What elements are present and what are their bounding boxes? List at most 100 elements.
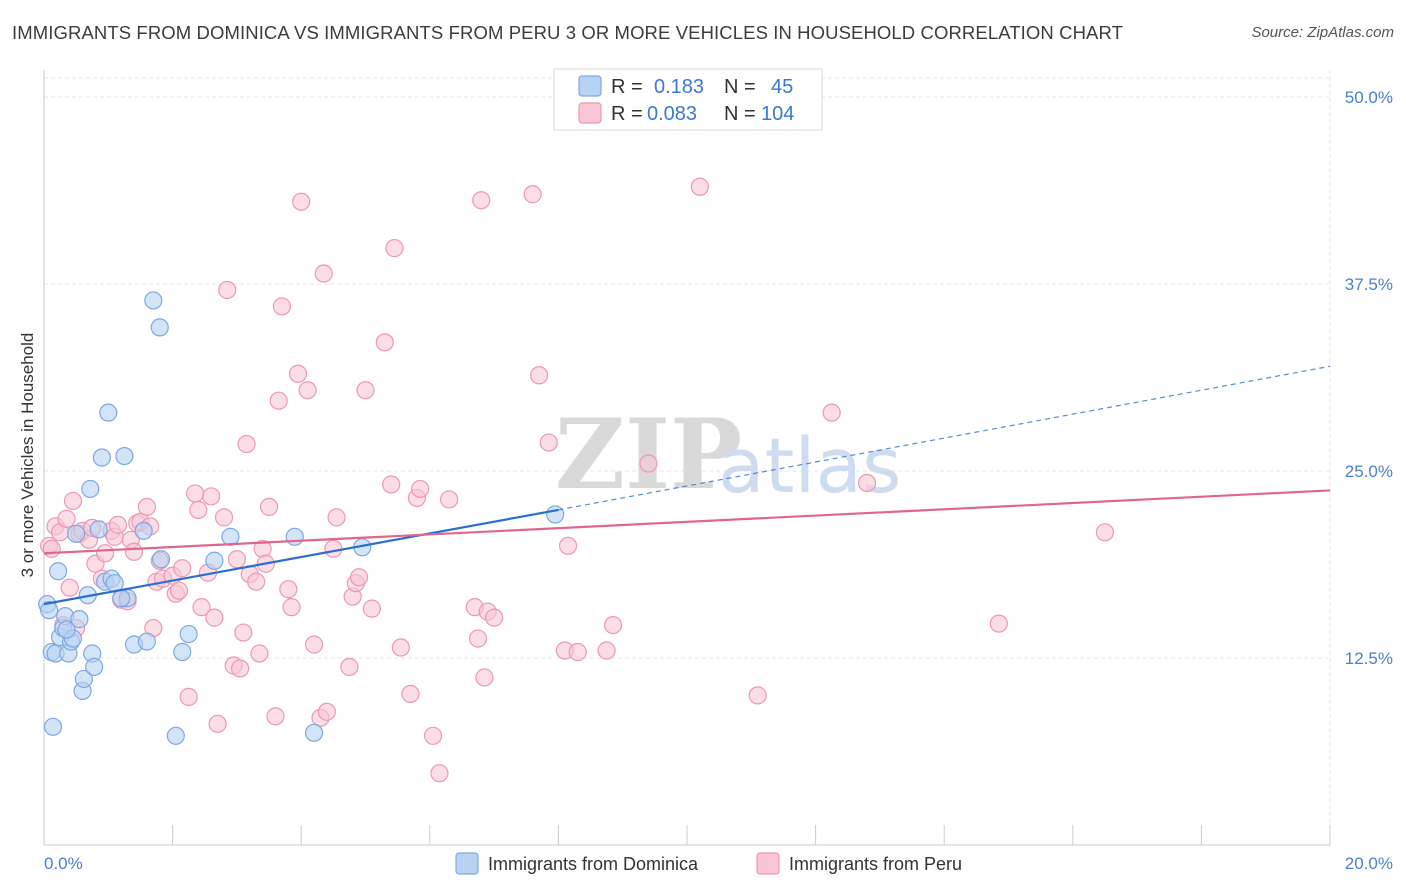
dominica-point-43 <box>57 620 76 639</box>
peru-point-98 <box>597 641 616 660</box>
dominica-trend-extension <box>558 365 1331 511</box>
dominica-point-35 <box>173 642 192 662</box>
peru-trend-line <box>43 489 1331 555</box>
peru-point-105 <box>989 614 1008 633</box>
chart-title: IMMIGRANTS FROM DOMINICA VS IMMIGRANTS F… <box>12 22 1123 43</box>
dominica-point-15 <box>74 669 93 689</box>
peru-point-102 <box>748 686 767 705</box>
dominica-point-17 <box>81 479 100 499</box>
legend: R = 0.183 N = 45 R = 0.083 N = 104 <box>553 68 823 131</box>
peru-point-96 <box>558 536 578 555</box>
peru-point-64 <box>304 635 324 654</box>
peru-point-101 <box>690 177 709 196</box>
peru-point-91 <box>485 608 504 627</box>
legend-swatch-dominica <box>578 75 602 97</box>
peru-point-69 <box>327 508 346 527</box>
peru-point-94 <box>539 433 558 452</box>
series-peru-points <box>40 177 1115 783</box>
dominica-point-26 <box>115 446 134 466</box>
peru-point-87 <box>468 629 488 648</box>
peru-point-47 <box>231 659 250 678</box>
peru-point-70 <box>340 657 359 677</box>
peru-point-68 <box>324 539 343 558</box>
watermark: ZIP atlas <box>555 398 902 511</box>
peru-point-62 <box>292 192 311 211</box>
dominica-point-40 <box>304 723 324 742</box>
peru-point-85 <box>439 490 459 509</box>
peru-point-33 <box>169 581 189 600</box>
peru-point-100 <box>639 454 658 473</box>
peru-point-59 <box>279 580 298 599</box>
y-tick-label-2: 37.5% <box>1345 275 1393 294</box>
peru-point-15 <box>95 544 115 563</box>
peru-point-35 <box>179 687 198 706</box>
peru-point-78 <box>385 238 404 258</box>
dominica-point-42 <box>546 505 565 524</box>
dominica-point-32 <box>150 318 169 337</box>
legend-r-label-dominica: R = <box>611 76 643 98</box>
peru-point-6 <box>60 578 79 597</box>
legend-n-value-dominica: 45 <box>771 76 793 98</box>
peru-point-25 <box>137 497 156 517</box>
legend-n-label-peru: N = <box>724 103 756 125</box>
peru-point-88 <box>472 191 491 210</box>
peru-point-42 <box>208 714 227 733</box>
y-tick-labels: 12.5% 25.0% 37.5% 50.0% <box>1345 88 1393 668</box>
peru-point-43 <box>214 508 234 527</box>
peru-point-1 <box>42 539 61 558</box>
peru-point-52 <box>250 644 269 663</box>
peru-point-51 <box>247 572 266 591</box>
peru-point-66 <box>314 264 333 283</box>
x-tick-label-0: 0.0% <box>44 854 83 873</box>
peru-point-7 <box>63 491 83 511</box>
peru-point-106 <box>1095 523 1115 542</box>
legend-r-value-peru: 0.083 <box>647 103 697 125</box>
series-dominica-points <box>38 291 565 745</box>
peru-point-80 <box>401 684 420 704</box>
dominica-point-19 <box>85 657 104 677</box>
source-label: Source: ZipAtlas.com <box>1251 24 1394 41</box>
peru-point-79 <box>391 638 410 657</box>
watermark-atlas: atlas <box>718 421 902 510</box>
peru-point-44 <box>218 280 237 300</box>
dominica-point-31 <box>144 291 163 310</box>
peru-point-40 <box>202 487 221 506</box>
peru-point-84 <box>430 764 449 783</box>
peru-point-83 <box>423 726 443 745</box>
bottom-legend-label-dominica: Immigrants from Dominica <box>488 854 699 874</box>
peru-point-89 <box>475 668 494 687</box>
dominica-point-33 <box>151 550 171 569</box>
peru-point-60 <box>282 598 301 617</box>
peru-point-58 <box>272 297 292 316</box>
peru-point-48 <box>234 623 253 642</box>
peru-point-74 <box>356 381 375 400</box>
dominica-point-36 <box>179 624 198 644</box>
dominica-point-37 <box>205 551 224 570</box>
dominica-point-34 <box>166 726 185 745</box>
bottom-legend: Immigrants from Dominica Immigrants from… <box>455 852 962 875</box>
y-tick-label-1: 25.0% <box>1345 462 1393 481</box>
axes <box>43 70 1331 846</box>
peru-point-37 <box>189 500 208 519</box>
peru-point-18 <box>108 515 128 534</box>
peru-point-99 <box>603 615 623 635</box>
y-tick-label-3: 50.0% <box>1345 88 1393 107</box>
peru-point-76 <box>375 333 394 352</box>
peru-point-67 <box>317 702 337 721</box>
peru-point-63 <box>298 381 317 400</box>
peru-point-73 <box>349 568 369 587</box>
dominica-point-23 <box>99 403 118 422</box>
peru-point-92 <box>523 185 542 204</box>
legend-r-label-peru: R = <box>611 103 643 125</box>
peru-point-46 <box>227 550 246 569</box>
peru-point-5 <box>57 509 76 528</box>
peru-point-104 <box>857 473 877 493</box>
bottom-legend-swatch-dominica <box>455 852 479 875</box>
peru-point-75 <box>362 599 382 618</box>
peru-point-49 <box>237 434 256 454</box>
dominica-point-21 <box>92 448 111 467</box>
legend-n-value-peru: 104 <box>761 103 794 125</box>
legend-r-value-dominica: 0.183 <box>654 76 704 98</box>
grid-lines <box>44 70 1331 845</box>
